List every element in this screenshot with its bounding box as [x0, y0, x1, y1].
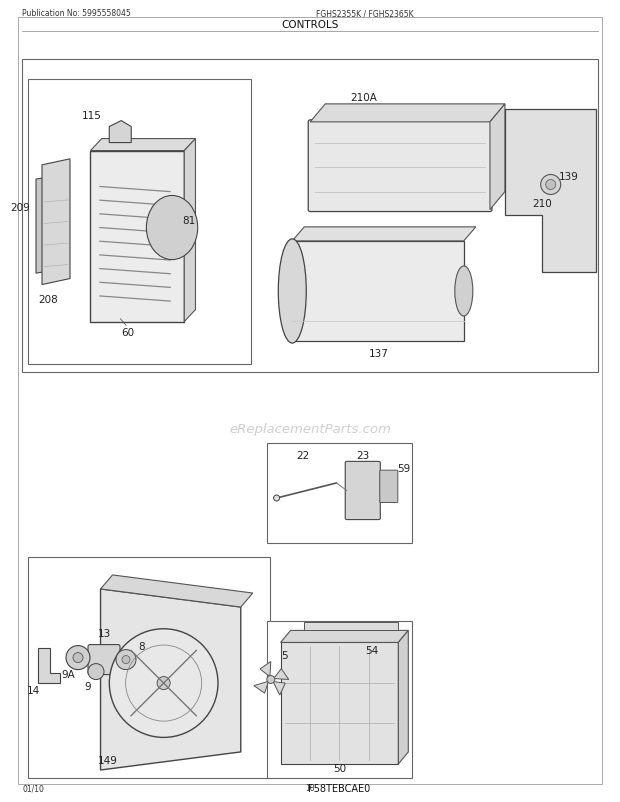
Polygon shape	[109, 121, 131, 144]
Text: 137: 137	[369, 349, 389, 358]
Text: 209: 209	[11, 203, 30, 213]
Text: 54: 54	[365, 645, 378, 654]
Text: 8: 8	[139, 641, 145, 650]
Bar	[91, 152, 184, 322]
Polygon shape	[273, 669, 289, 679]
Polygon shape	[91, 140, 195, 152]
Text: 14: 14	[27, 685, 40, 695]
Bar	[281, 642, 398, 764]
Ellipse shape	[455, 266, 473, 317]
Bar	[292, 241, 464, 342]
Text: 60: 60	[122, 327, 135, 337]
Circle shape	[541, 176, 560, 195]
Polygon shape	[490, 105, 505, 210]
Circle shape	[73, 653, 83, 662]
Text: 81: 81	[182, 215, 195, 225]
FancyBboxPatch shape	[88, 645, 120, 674]
Polygon shape	[505, 110, 596, 273]
Circle shape	[122, 656, 130, 664]
Polygon shape	[310, 105, 505, 123]
Text: 22: 22	[296, 450, 309, 460]
Text: 149: 149	[98, 755, 118, 765]
Bar	[267, 444, 412, 544]
Text: 50: 50	[333, 763, 346, 773]
Ellipse shape	[146, 196, 198, 261]
Text: 139: 139	[559, 172, 578, 181]
Polygon shape	[100, 589, 241, 770]
Polygon shape	[281, 630, 409, 642]
Text: 115: 115	[81, 111, 101, 120]
Text: 5: 5	[281, 650, 288, 661]
Polygon shape	[38, 648, 60, 683]
Polygon shape	[254, 682, 268, 693]
Bar	[267, 622, 412, 778]
Bar	[22, 60, 598, 373]
Polygon shape	[36, 176, 60, 273]
Text: 10: 10	[305, 784, 315, 792]
Circle shape	[88, 664, 104, 680]
Circle shape	[546, 180, 556, 190]
Text: 9: 9	[85, 681, 91, 691]
Ellipse shape	[278, 240, 306, 343]
Circle shape	[273, 496, 280, 501]
Circle shape	[66, 646, 90, 670]
Polygon shape	[260, 662, 271, 677]
Text: 13: 13	[97, 628, 110, 638]
Text: F58TEBCAE0: F58TEBCAE0	[308, 783, 371, 793]
Bar	[28, 80, 251, 365]
Bar	[304, 622, 398, 630]
Text: Publication No: 5995558045: Publication No: 5995558045	[22, 10, 131, 18]
Text: 208: 208	[38, 294, 58, 304]
Text: eReplacementParts.com: eReplacementParts.com	[229, 423, 391, 435]
FancyBboxPatch shape	[308, 121, 492, 213]
Circle shape	[267, 675, 275, 683]
Text: 210: 210	[533, 199, 552, 209]
Polygon shape	[292, 228, 476, 241]
Polygon shape	[42, 160, 70, 286]
Polygon shape	[398, 630, 409, 764]
Circle shape	[116, 650, 136, 670]
Polygon shape	[100, 575, 253, 607]
Text: 210A: 210A	[351, 93, 378, 103]
FancyBboxPatch shape	[345, 462, 380, 520]
Text: 01/10: 01/10	[22, 784, 44, 792]
Text: FGHS2355K / FGHS2365K: FGHS2355K / FGHS2365K	[316, 10, 414, 18]
Text: 23: 23	[356, 450, 370, 460]
Polygon shape	[184, 140, 195, 322]
Text: 59: 59	[397, 464, 410, 473]
FancyBboxPatch shape	[380, 471, 398, 503]
Text: CONTROLS: CONTROLS	[281, 20, 339, 30]
Polygon shape	[273, 682, 285, 695]
Bar	[28, 557, 270, 778]
Circle shape	[109, 629, 218, 738]
Circle shape	[157, 677, 170, 690]
Text: 9A: 9A	[61, 669, 75, 678]
